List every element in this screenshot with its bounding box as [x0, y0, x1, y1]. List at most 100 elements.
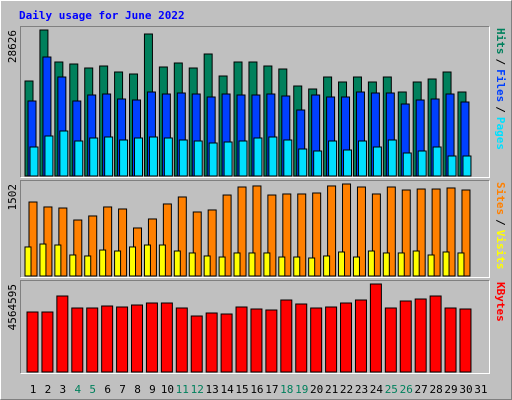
x-tick-label: 13 [206, 383, 219, 396]
bar [432, 146, 442, 177]
y-max-label: 1502 [6, 184, 19, 211]
x-tick-label: 8 [134, 383, 141, 396]
legend: Sites / Visits [494, 182, 507, 270]
bar [177, 196, 187, 277]
bar [295, 303, 308, 373]
bar [235, 306, 248, 373]
bar [268, 136, 278, 177]
bar [387, 139, 397, 177]
bar [429, 295, 442, 373]
bar [412, 250, 420, 277]
x-tick-label: 22 [340, 383, 353, 396]
x-tick-label: 21 [325, 383, 338, 396]
bar [462, 155, 472, 177]
bar [104, 136, 114, 177]
y-max-label: 28626 [6, 30, 19, 63]
bar [280, 299, 293, 373]
x-tick-label: 7 [119, 383, 126, 396]
bar [178, 139, 188, 177]
bar [86, 307, 99, 373]
bar [99, 249, 107, 277]
bar [323, 255, 331, 277]
x-tick-label: 6 [104, 383, 111, 396]
bar [252, 185, 262, 277]
bar [343, 149, 353, 177]
x-tick-label: 9 [149, 383, 156, 396]
bar [338, 251, 346, 277]
bar [444, 307, 457, 373]
bar [265, 309, 278, 373]
bar [43, 206, 53, 277]
plot-border-light [20, 280, 490, 374]
x-tick-label: 2 [45, 383, 52, 396]
bar [399, 300, 412, 373]
legend-separator: / [494, 219, 507, 226]
bar [342, 183, 352, 277]
bar [328, 140, 338, 177]
bar [278, 256, 286, 277]
bar [461, 189, 471, 277]
legend-entry: KBytes [494, 282, 507, 322]
bar [340, 302, 353, 373]
x-tick-label: 29 [444, 383, 457, 396]
x-tick-label: 20 [310, 383, 323, 396]
bar [222, 194, 232, 277]
bar [73, 219, 83, 277]
y-max-label: 4564595 [6, 284, 19, 330]
bar [54, 244, 62, 277]
plot-border-light [20, 180, 490, 278]
bar [71, 307, 84, 373]
bar [129, 246, 137, 277]
x-tick-label: 16 [250, 383, 263, 396]
bar [145, 302, 158, 373]
bar [160, 302, 173, 373]
bar [162, 203, 172, 277]
bar [283, 139, 293, 177]
x-tick-label: 31 [474, 383, 487, 396]
bar [208, 142, 218, 177]
bar [158, 244, 166, 277]
bar [367, 250, 375, 277]
bar [457, 252, 465, 277]
bar [190, 315, 203, 373]
bar [397, 252, 405, 277]
x-tick-label: 25 [385, 383, 398, 396]
legend-entry: Sites [494, 182, 507, 215]
bar [357, 140, 367, 177]
bar [207, 209, 217, 277]
bar [298, 148, 308, 177]
bar [188, 252, 196, 277]
bar [193, 140, 203, 177]
legend-entry: Pages [494, 117, 507, 150]
bar [173, 250, 181, 277]
bar [352, 256, 360, 277]
bar [446, 187, 456, 277]
bar [417, 150, 427, 177]
bar [24, 246, 32, 277]
bar [101, 305, 114, 373]
bar [371, 193, 381, 277]
bar [297, 193, 307, 277]
bar [293, 256, 301, 277]
legend: Hits / Files / Pages [494, 28, 507, 150]
bar [44, 135, 54, 177]
bar [237, 186, 247, 277]
x-tick-label: 14 [220, 383, 234, 396]
x-tick-label: 1 [30, 383, 37, 396]
bar [74, 140, 84, 177]
x-tick-label: 5 [89, 383, 96, 396]
bar [220, 313, 233, 373]
x-tick-label: 3 [60, 383, 67, 396]
bar [386, 186, 396, 277]
bar [369, 283, 382, 373]
x-tick-label: 28 [429, 383, 442, 396]
bar [248, 252, 256, 277]
x-tick-label: 18 [280, 383, 293, 396]
bar [402, 152, 412, 177]
bar [253, 137, 263, 177]
x-tick-label: 10 [161, 383, 174, 396]
bar [356, 186, 366, 277]
bar [163, 137, 173, 177]
bar [119, 139, 129, 177]
legend-separator: / [494, 59, 507, 66]
